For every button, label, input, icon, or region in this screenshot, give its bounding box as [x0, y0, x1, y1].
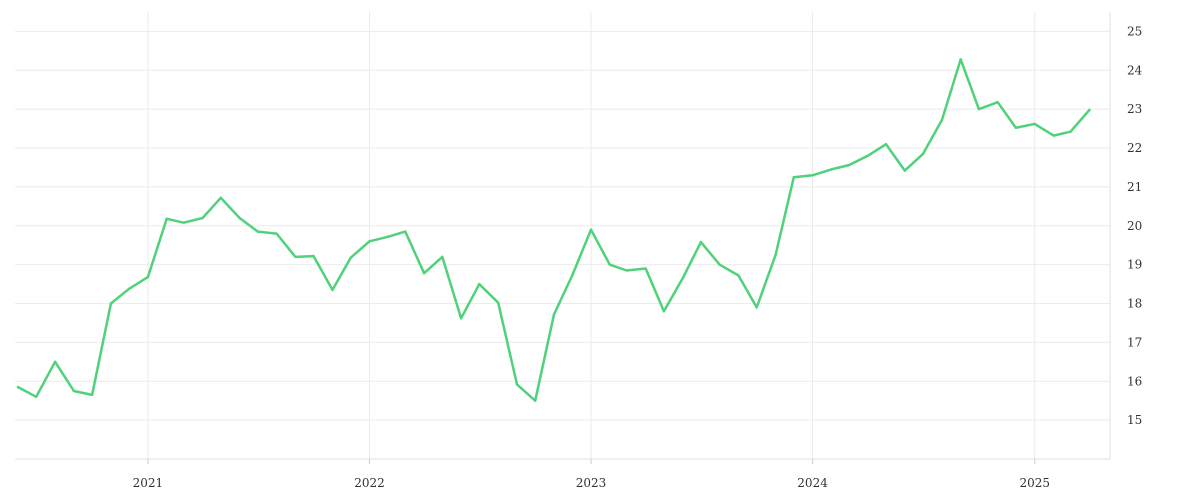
series-line: [16, 58, 1091, 402]
data-point: [478, 282, 481, 286]
data-point: [977, 107, 981, 111]
y-tick-label: 19: [1127, 258, 1142, 272]
y-tick-label: 23: [1127, 102, 1142, 116]
data-point: [884, 142, 888, 146]
data-point: [847, 163, 851, 167]
data-point: [90, 393, 94, 397]
data-point: [127, 287, 131, 290]
x-tick-label: 2022: [354, 476, 385, 490]
data-point: [1014, 126, 1018, 130]
data-point: [294, 255, 297, 259]
data-point: [625, 269, 629, 272]
data-point: [662, 310, 666, 313]
data-point: [921, 152, 925, 156]
data-point: [737, 274, 740, 277]
data-point: [571, 274, 574, 277]
data-point: [331, 288, 334, 292]
data-point: [35, 395, 38, 399]
data-point: [996, 100, 999, 104]
data-point: [496, 301, 500, 304]
data-point: [1088, 108, 1091, 112]
data-point: [422, 272, 426, 275]
data-point: [53, 360, 57, 364]
data-point: [349, 256, 352, 259]
data-point: [552, 313, 556, 316]
data-point: [256, 230, 259, 233]
data-point: [1069, 130, 1072, 133]
data-point: [182, 221, 185, 224]
data-point: [312, 254, 315, 258]
data-point: [515, 383, 519, 386]
data-point: [275, 232, 278, 235]
data-point: [16, 385, 20, 389]
x-tick-label: 2023: [576, 476, 607, 490]
data-point: [441, 255, 444, 259]
data-point: [718, 263, 721, 266]
data-point: [404, 230, 407, 233]
data-point: [959, 58, 962, 61]
data-point: [774, 253, 777, 257]
data-point: [940, 118, 944, 122]
data-point: [146, 275, 150, 279]
data-point: [608, 263, 612, 266]
data-point: [165, 217, 168, 220]
data-point: [459, 317, 463, 320]
y-tick-label: 21: [1127, 180, 1142, 194]
data-point: [830, 168, 833, 171]
y-tick-label: 15: [1127, 413, 1142, 427]
data-point: [201, 216, 204, 220]
data-point: [903, 169, 907, 172]
data-point: [1033, 122, 1036, 126]
y-tick-label: 20: [1127, 219, 1142, 233]
y-tick-label: 18: [1127, 297, 1142, 311]
y-tick-label: 16: [1127, 374, 1142, 388]
data-point: [792, 175, 795, 179]
data-point: [755, 306, 758, 309]
y-tick-label: 17: [1127, 335, 1142, 349]
data-point: [109, 302, 113, 305]
y-tick-label: 24: [1127, 63, 1143, 77]
y-tick-label: 25: [1127, 24, 1142, 38]
x-tick-label: 2024: [797, 476, 828, 490]
data-point: [681, 277, 684, 280]
data-point: [238, 216, 241, 220]
x-tick-label: 2025: [1019, 476, 1050, 490]
data-point: [387, 235, 390, 238]
data-point: [219, 196, 222, 199]
data-point: [644, 267, 647, 270]
data-point: [866, 154, 870, 158]
data-point: [589, 228, 593, 231]
data-point: [72, 389, 76, 393]
y-tick-label: 22: [1127, 141, 1142, 155]
data-point: [1052, 134, 1055, 137]
data-point: [699, 240, 703, 244]
data-point: [533, 399, 537, 402]
data-point: [811, 174, 814, 177]
data-point: [368, 240, 371, 243]
x-tick-label: 2021: [133, 476, 164, 490]
